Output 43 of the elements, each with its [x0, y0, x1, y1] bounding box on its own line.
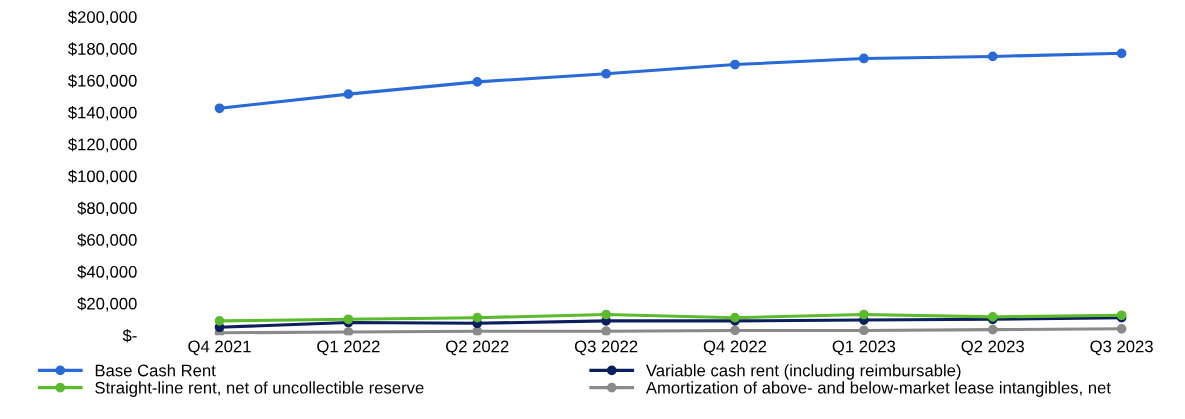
point	[730, 312, 740, 323]
point	[987, 51, 998, 62]
y-tick-label: $80,000	[77, 201, 137, 216]
point	[214, 316, 225, 326]
y-tick-label: $140,000	[68, 105, 137, 121]
point	[1116, 48, 1127, 59]
x-tick-label: Q2 2023	[961, 340, 1024, 356]
point	[601, 326, 611, 336]
y-tick-label: $120,000	[68, 137, 137, 153]
legend-label: Variable cash rent (including reimbursable)	[645, 364, 961, 380]
point	[343, 89, 354, 100]
x-tick-label: Q1 2022	[317, 340, 380, 356]
point	[730, 59, 740, 70]
point	[601, 309, 611, 320]
legend-label: Base Cash Rent	[95, 364, 216, 377]
point	[987, 324, 998, 335]
x-tick-label: Q4 2021	[188, 340, 251, 356]
x-tick-label: Q1 2023	[832, 340, 896, 356]
y-tick-label: $160,000	[68, 74, 137, 89]
point	[214, 103, 225, 114]
y-tick-label: $200,000	[68, 10, 137, 25]
y-tick-label: $60,000	[77, 233, 137, 248]
y-tick-label: $20,000	[77, 297, 137, 312]
y-tick-label: $100,000	[68, 169, 137, 185]
point	[1116, 323, 1127, 334]
y-tick-label: $-	[122, 328, 137, 343]
point	[859, 325, 869, 336]
point	[859, 53, 869, 64]
point	[343, 327, 354, 336]
point	[472, 77, 483, 87]
y-tick-label: $180,000	[68, 42, 137, 57]
point	[859, 309, 869, 320]
y-tick-label: $40,000	[77, 265, 137, 280]
legend-label: Straight-line rent, net of uncollectible reserve	[95, 381, 424, 397]
x-tick-label: Q4 2022	[703, 340, 767, 356]
point	[730, 325, 740, 336]
legend-label: Amortization of above- and below-market lease intangibles, net	[645, 381, 1111, 397]
x-tick-label: Q2 2022	[446, 340, 509, 356]
point	[601, 68, 611, 79]
x-tick-label: Q3 2023	[1090, 340, 1153, 356]
point	[472, 326, 483, 336]
x-tick-label: Q3 2022	[574, 340, 638, 356]
point	[472, 312, 483, 323]
